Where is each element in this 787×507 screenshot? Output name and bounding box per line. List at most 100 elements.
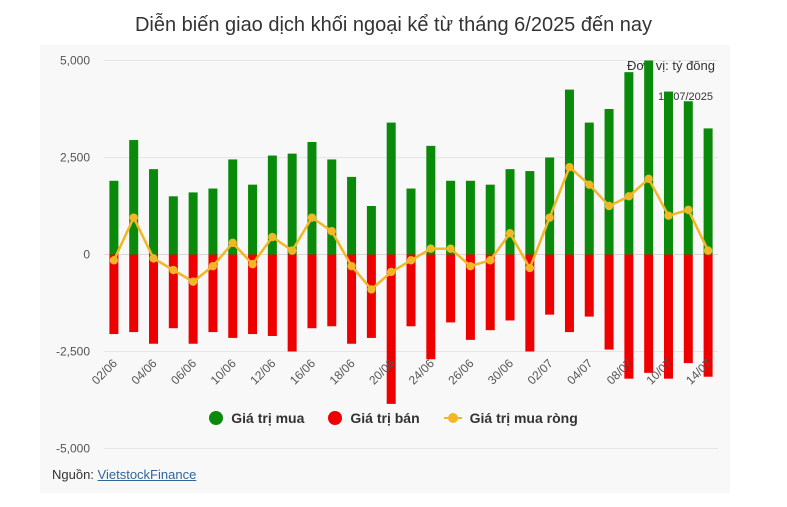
legend-buy-marker xyxy=(209,411,224,425)
buy-bar xyxy=(564,89,574,255)
legend-net-marker xyxy=(443,411,462,425)
legend-item-sell[interactable]: Giá trị bán xyxy=(328,410,420,426)
buy-bar xyxy=(624,72,634,255)
buy-bar xyxy=(525,171,535,255)
sell-bar xyxy=(386,254,396,404)
sell-bar xyxy=(347,254,357,344)
sell-bar xyxy=(129,254,139,333)
source-link[interactable]: VietstockFinance xyxy=(97,467,197,482)
buy-bar xyxy=(248,184,258,255)
x-tick-label: 06/06 xyxy=(168,356,199,387)
legend-sell-label: Giá trị bán xyxy=(350,410,420,426)
buy-bar xyxy=(465,180,475,255)
buy-bar xyxy=(347,176,357,255)
net-point xyxy=(268,232,277,242)
buy-bar xyxy=(149,169,159,255)
legend-item-net[interactable]: Giá trị mua ròng xyxy=(443,410,578,426)
y-tick-label: -5,000 xyxy=(56,442,90,456)
buy-bar xyxy=(663,91,673,255)
net-point xyxy=(149,254,158,263)
sell-bar xyxy=(149,254,159,344)
net-point xyxy=(604,201,614,211)
net-point xyxy=(486,256,495,265)
sell-bar xyxy=(505,254,515,321)
net-point xyxy=(228,238,237,248)
net-point xyxy=(367,285,376,294)
buy-bar xyxy=(168,196,178,255)
chart-title: Diễn biến giao dịch khối ngoại kể từ thá… xyxy=(134,14,653,36)
net-point xyxy=(188,277,198,286)
net-point xyxy=(386,267,396,277)
sell-bar xyxy=(584,254,594,317)
net-point xyxy=(585,180,594,189)
sell-bar xyxy=(366,254,376,338)
sell-bar xyxy=(644,254,654,373)
net-point xyxy=(208,261,218,271)
legend-buy-label: Giá trị mua xyxy=(231,410,305,426)
sell-bar xyxy=(228,254,238,338)
net-point xyxy=(684,205,693,215)
net-point xyxy=(446,244,455,253)
sell-bar xyxy=(545,254,555,315)
sell-bar xyxy=(564,254,574,333)
x-tick-label: 12/06 xyxy=(247,356,278,387)
buy-bar xyxy=(485,184,495,255)
buy-bar xyxy=(545,157,555,255)
buy-bar xyxy=(228,159,238,255)
sell-bar xyxy=(406,254,416,327)
buy-bar xyxy=(446,180,456,255)
net-point xyxy=(327,227,336,236)
net-point xyxy=(664,211,673,220)
x-tick-label: 02/06 xyxy=(89,356,120,387)
net-point xyxy=(347,261,356,271)
net-point xyxy=(703,246,713,255)
y-tick-label: 5,000 xyxy=(60,54,90,68)
sell-bar xyxy=(525,254,535,352)
source-note: Nguồn: VietstockFinance xyxy=(52,467,196,482)
net-point xyxy=(426,244,436,253)
net-point xyxy=(129,213,138,222)
buy-bar xyxy=(426,145,436,255)
buy-bar xyxy=(386,122,396,255)
net-point xyxy=(307,213,317,222)
buy-bar xyxy=(505,169,515,255)
net-point xyxy=(624,192,634,201)
x-tick-label: 16/06 xyxy=(287,356,318,387)
sell-bar xyxy=(624,254,634,379)
buy-bar xyxy=(287,153,297,255)
net-point xyxy=(505,228,515,238)
sell-bar xyxy=(465,254,475,340)
sell-bar xyxy=(248,254,258,335)
sell-bar xyxy=(327,254,337,327)
legend-item-buy[interactable]: Giá trị mua xyxy=(209,410,304,426)
x-tick-label: 24/06 xyxy=(406,356,437,387)
sell-bar xyxy=(683,254,693,364)
x-tick-label: 04/06 xyxy=(129,356,160,387)
sell-bar xyxy=(287,254,297,352)
sell-bar xyxy=(109,254,119,335)
y-tick-label: 2,500 xyxy=(60,151,90,165)
net-point xyxy=(406,256,416,265)
buy-bar xyxy=(267,155,277,255)
buy-bar xyxy=(307,141,317,255)
buy-bar xyxy=(129,140,139,255)
source-prefix: Nguồn: xyxy=(52,467,98,482)
net-point xyxy=(169,265,178,275)
buy-bar xyxy=(208,188,218,255)
buy-bar xyxy=(406,188,416,255)
buy-bar xyxy=(604,109,614,255)
x-tick-label: 18/06 xyxy=(327,356,358,387)
buy-bar xyxy=(188,192,198,255)
legend-sell-marker xyxy=(328,411,343,425)
buy-bar xyxy=(327,159,337,255)
net-point xyxy=(565,163,574,172)
sell-bar xyxy=(485,254,495,331)
buy-bar xyxy=(109,180,119,255)
y-tick-label: 0 xyxy=(83,248,90,262)
net-point xyxy=(109,256,119,265)
buy-bar xyxy=(683,101,693,255)
x-tick-label: 04/07 xyxy=(564,356,595,387)
y-tick-label: -2,500 xyxy=(56,345,90,359)
sell-bar xyxy=(307,254,317,329)
